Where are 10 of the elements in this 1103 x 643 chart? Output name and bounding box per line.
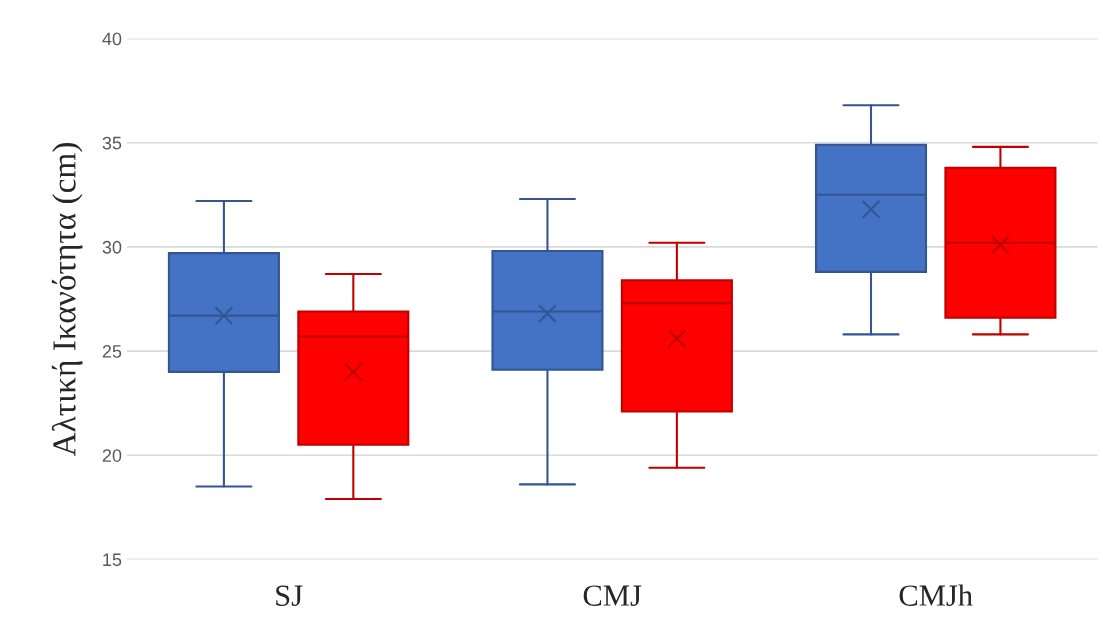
x-tick-label: CMJh	[899, 584, 973, 606]
y-tick-label: 40	[102, 32, 122, 46]
y-tick-label: 20	[102, 449, 122, 462]
y-tick-label: 30	[102, 240, 122, 254]
y-tick-label: 15	[103, 553, 122, 567]
y-axis-title: Αλτική Ικανότητα (cm)	[51, 143, 83, 457]
y-tick-label: 25	[102, 345, 122, 358]
x-tick-label: SJ	[276, 585, 303, 606]
x-tick-label: CMJ	[583, 585, 642, 606]
y-tick-label: 35	[102, 136, 122, 150]
